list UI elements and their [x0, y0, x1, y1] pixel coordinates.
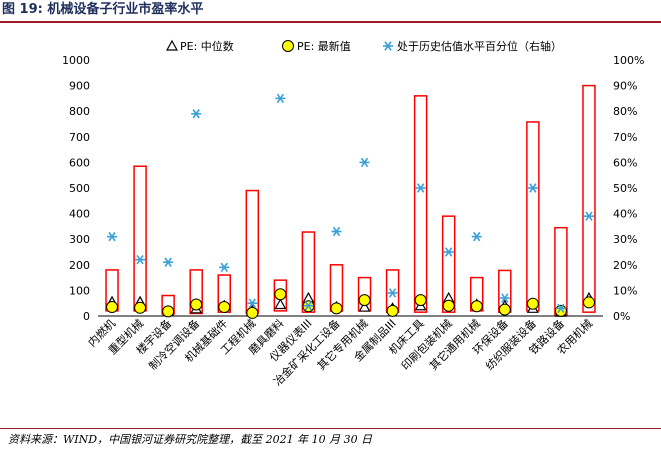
- title-divider: [0, 21, 661, 23]
- y-left-tick-label: 1000: [62, 54, 90, 67]
- legend-label: PE: 中位数: [180, 39, 234, 53]
- percentile-marker: [387, 288, 398, 298]
- y-right-tick-label: 10%: [613, 284, 637, 297]
- pe-range-bar: [582, 84, 596, 313]
- footer-divider: [0, 428, 661, 429]
- pe-range-bar: [273, 279, 288, 312]
- pe-range-bar: [413, 95, 428, 313]
- y-left-tick-label: 0: [83, 310, 90, 323]
- latest-pe-marker: [386, 304, 399, 317]
- y-left-tick-label: 100: [69, 284, 90, 297]
- y-right-tick-label: 30%: [613, 233, 637, 246]
- y-right-tick-label: 90%: [613, 80, 637, 93]
- y-right-tick-label: 0%: [613, 310, 630, 323]
- latest-pe-marker: [162, 305, 175, 318]
- latest-pe-marker: [218, 301, 231, 314]
- percentile-marker: [359, 157, 370, 168]
- latest-pe-marker: [582, 296, 595, 309]
- percentile-marker: [303, 301, 314, 311]
- y-left-tick-label: 600: [69, 156, 90, 169]
- y-left-tick-label: 500: [69, 182, 90, 195]
- latest-pe-marker: [358, 294, 371, 307]
- latest-pe-marker: [330, 302, 343, 315]
- percentile-marker: [415, 183, 426, 193]
- pe-range-bar: [441, 215, 456, 313]
- y-right-tick-label: 80%: [613, 105, 637, 118]
- latest-pe-marker: [274, 288, 287, 301]
- legend-label: PE: 最新值: [297, 39, 351, 53]
- pe-range-bar: [526, 121, 540, 312]
- latest-pe-marker: [414, 294, 427, 307]
- percentile-marker: [163, 257, 174, 267]
- chart-title: 图 19: 机械设备子行业市盈率水平: [2, 2, 204, 17]
- x-axis-labels: 内燃机重型机械楼宇设备制冷空调设备机械基础件工程机械磨具磨料仪器仪表III冶金矿…: [85, 316, 595, 388]
- pe-range-bar: [554, 226, 568, 316]
- median-pe-marker: [274, 298, 287, 310]
- y-left-tick-label: 700: [69, 131, 90, 144]
- percentile-marker: [135, 254, 146, 265]
- percentile-marker: [107, 231, 118, 242]
- latest-pe-marker: [190, 298, 203, 311]
- legend-latest-icon: [282, 40, 294, 52]
- latest-pe-marker: [498, 303, 511, 316]
- y-right-tick-label: 100%: [613, 54, 644, 67]
- percentile-marker: [555, 303, 566, 314]
- pe-range-bar: [189, 269, 203, 315]
- percentile-marker: [191, 109, 202, 119]
- pe-range-bar: [133, 165, 147, 312]
- y-left-tick-label: 400: [69, 208, 90, 221]
- y-right-tick-label: 60%: [613, 156, 637, 169]
- latest-pe-marker: [134, 301, 147, 314]
- source-note: 资料来源：WIND，中国银河证券研究院整理，截至 2021 年 10 月 30 …: [8, 433, 373, 446]
- legend-percentile-icon: [383, 41, 393, 51]
- latest-pe-marker: [470, 300, 483, 313]
- pe-chart: 0 100 200 300 400 500 600 700 800 900 1000 0% 10% 20…: [62, 39, 644, 388]
- percentile-marker: [583, 211, 594, 221]
- percentile-marker: [527, 183, 538, 193]
- percentile-marker: [499, 293, 510, 303]
- y-right-tick-label: 20%: [613, 259, 637, 272]
- percentile-marker: [331, 226, 342, 237]
- legend-median-icon: [165, 39, 179, 51]
- percentile-marker: [443, 247, 454, 257]
- percentile-marker: [471, 231, 482, 242]
- percentile-marker: [275, 93, 286, 104]
- y-right-tick-label: 50%: [613, 182, 637, 195]
- y-right-tick-label: 40%: [613, 208, 637, 221]
- latest-pe-marker: [246, 306, 259, 319]
- right-axis: 0% 10% 20% 30% 40% 50% 60% 70% 80% 90% 100%: [613, 54, 644, 323]
- y-left-tick-label: 900: [69, 80, 90, 93]
- percentile-marker: [247, 298, 258, 308]
- legend-label: 处于历史估值水平百分位（右轴）: [397, 39, 562, 53]
- series-markers: [106, 93, 595, 319]
- pe-range-bar: [245, 189, 260, 315]
- y-left-tick-label: 200: [69, 259, 90, 272]
- y-left-tick-label: 800: [69, 105, 90, 118]
- latest-pe-marker: [526, 297, 539, 310]
- latest-pe-marker: [442, 299, 455, 312]
- pe-range-bars: [105, 84, 596, 316]
- left-axis: 0 100 200 300 400 500 600 700 800 900 1000: [62, 54, 603, 323]
- percentile-marker: [219, 262, 230, 273]
- latest-pe-marker: [106, 301, 119, 314]
- y-right-tick-label: 70%: [613, 131, 637, 144]
- legend: PE: 中位数 PE: 最新值 处于历史估值水平百分位（右轴）: [165, 39, 562, 53]
- y-left-tick-label: 300: [69, 233, 90, 246]
- median-pe-marker: [358, 300, 371, 312]
